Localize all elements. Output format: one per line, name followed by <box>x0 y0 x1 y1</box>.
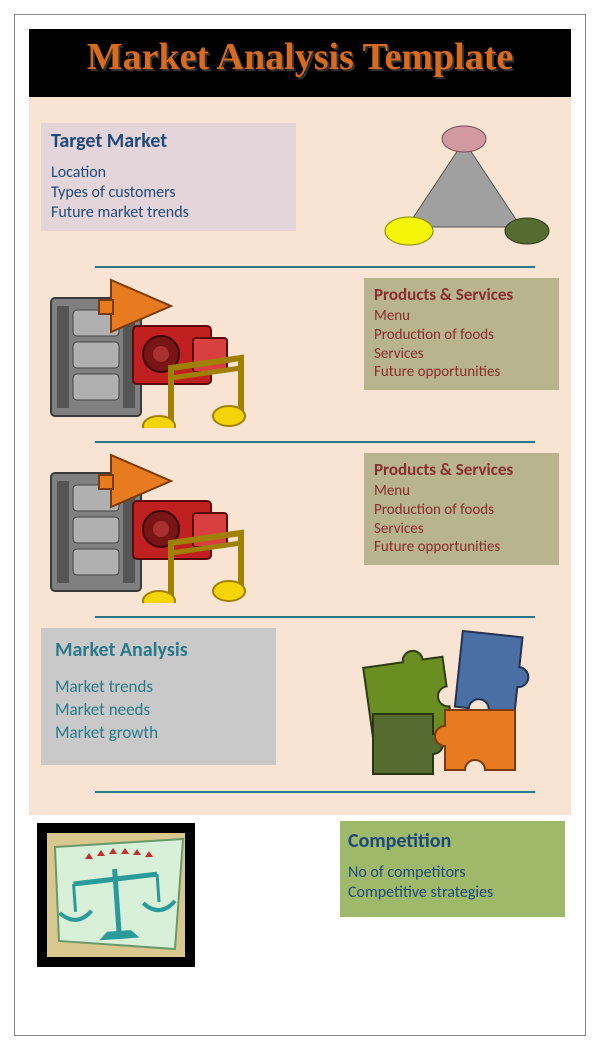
products-title: Products & Services <box>374 284 549 305</box>
page-title: Market Analysis Template <box>39 35 561 79</box>
analysis-item: Market trends <box>55 676 262 699</box>
market-analysis-items: Market trends Market needs Market growth <box>55 676 262 745</box>
row-competition: Competition No of competitors Competitiv… <box>29 821 571 976</box>
row-market-analysis: Market Analysis Market trends Market nee… <box>35 624 565 783</box>
target-market-items: Location Types of customers Future marke… <box>51 163 286 223</box>
row-products-1: Products & Services Menu Production of f… <box>35 274 565 433</box>
products-item: Future opportunities <box>374 363 549 382</box>
competition-box: Competition No of competitors Competitiv… <box>340 821 565 917</box>
media-clipart-icon <box>41 278 271 433</box>
target-item: Future market trends <box>51 203 286 223</box>
target-item: Types of customers <box>51 183 286 203</box>
row-target-market: Target Market Location Types of customer… <box>35 119 565 258</box>
competition-title: Competition <box>348 829 557 853</box>
products-items: Menu Production of foods Services Future… <box>374 482 549 557</box>
section-divider <box>95 266 535 268</box>
market-analysis-box: Market Analysis Market trends Market nee… <box>41 628 276 765</box>
analysis-item: Market growth <box>55 722 262 745</box>
products-services-box-2: Products & Services Menu Production of f… <box>364 453 559 565</box>
scale-framed-icon <box>35 821 200 976</box>
products-item: Services <box>374 345 549 364</box>
target-market-box: Target Market Location Types of customer… <box>41 123 296 231</box>
products-services-box-1: Products & Services Menu Production of f… <box>364 278 559 390</box>
products-item: Menu <box>374 307 549 326</box>
media-clipart-icon <box>41 453 271 608</box>
title-bar: Market Analysis Template <box>29 29 571 97</box>
competition-items: No of competitors Competitive strategies <box>348 863 557 903</box>
analysis-item: Market needs <box>55 699 262 722</box>
target-market-title: Target Market <box>51 129 286 153</box>
main-panel: Target Market Location Types of customer… <box>29 97 571 815</box>
products-title: Products & Services <box>374 459 549 480</box>
section-divider <box>95 616 535 618</box>
row-products-2: Products & Services Menu Production of f… <box>35 449 565 608</box>
competition-item: No of competitors <box>348 863 557 883</box>
products-item: Menu <box>374 482 549 501</box>
target-item: Location <box>51 163 286 183</box>
market-analysis-title: Market Analysis <box>55 638 262 662</box>
section-divider <box>95 791 535 793</box>
products-item: Production of foods <box>374 326 549 345</box>
products-item: Services <box>374 520 549 539</box>
puzzle-pieces-icon <box>339 628 559 783</box>
section-divider <box>95 441 535 443</box>
triangle-shapes-icon <box>369 123 559 258</box>
page-frame: Market Analysis Template Target Market L… <box>14 14 586 1036</box>
products-items: Menu Production of foods Services Future… <box>374 307 549 382</box>
products-item: Future opportunities <box>374 538 549 557</box>
products-item: Production of foods <box>374 501 549 520</box>
competition-item: Competitive strategies <box>348 883 557 903</box>
